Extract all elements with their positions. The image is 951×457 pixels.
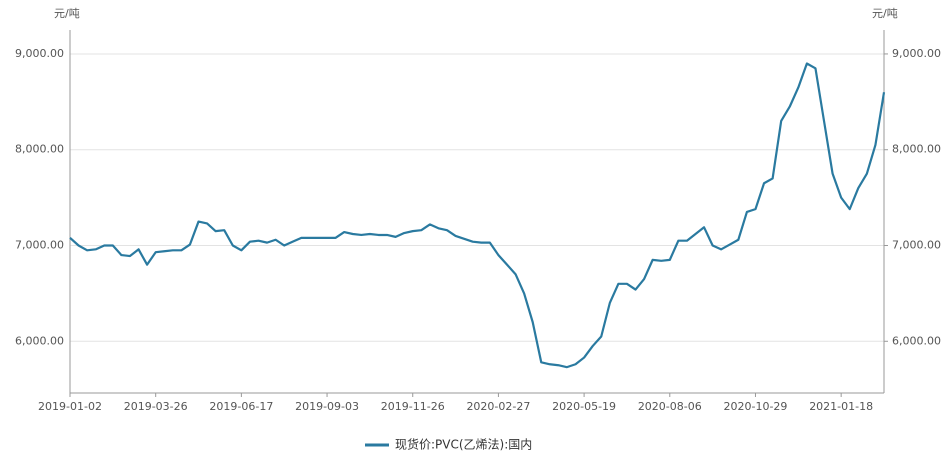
x-tick-label: 2020-05-19	[552, 400, 616, 413]
y-tick-label: 7,000.00	[15, 239, 64, 252]
y-tick-label: 9,000.00	[15, 47, 64, 60]
y-unit: 元/吨	[54, 7, 80, 20]
x-tick-label: 2019-06-17	[209, 400, 273, 413]
y-tick-label: 6,000.00	[15, 334, 64, 347]
y2-tick-label: 9,000.00	[892, 47, 941, 60]
x-tick-label: 2019-11-26	[381, 400, 445, 413]
y2-tick-label: 7,000.00	[892, 239, 941, 252]
y2-tick-label: 6,000.00	[892, 334, 941, 347]
x-tick-label: 2020-10-29	[724, 400, 788, 413]
line	[69, 62, 886, 369]
x-tick-label: 2019-09-03	[295, 400, 359, 413]
x-tick-label: 2020-02-27	[466, 400, 530, 413]
x-tick-label: 2019-01-02	[38, 400, 102, 413]
y2-tick-label: 8,000.00	[892, 143, 941, 156]
x-tick-label: 2019-03-26	[124, 400, 188, 413]
x-tick-label: 2020-08-06	[638, 400, 702, 413]
legend-label: 现货价:PVC(乙烯法):国内	[395, 437, 532, 452]
y2-unit: 元/吨	[872, 7, 898, 20]
x-tick-label: 2021-01-18	[809, 400, 873, 413]
y-tick-label: 8,000.00	[15, 143, 64, 156]
